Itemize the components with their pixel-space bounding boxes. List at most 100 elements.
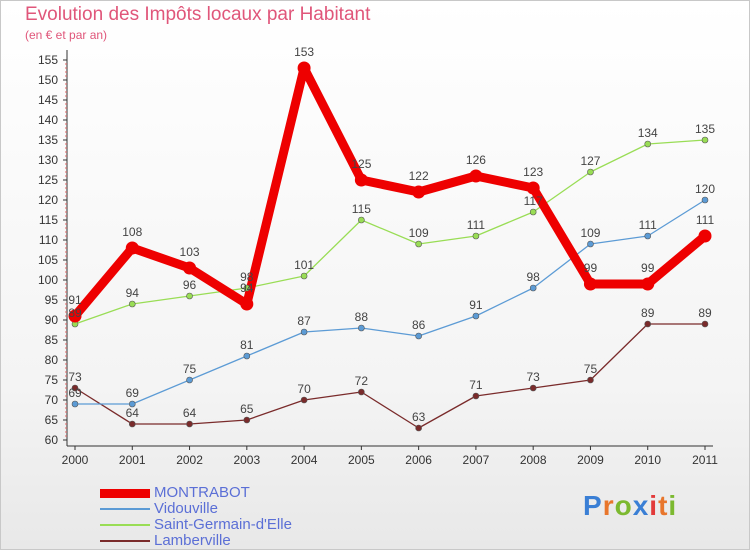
y-tick-label: 110	[39, 233, 58, 247]
legend-swatch	[100, 540, 150, 542]
legend-label: Saint-Germain-d'Elle	[154, 516, 292, 533]
x-tick-label: 2000	[62, 453, 89, 467]
data-label-montrabot: 123	[523, 165, 543, 179]
data-point-lamberville	[71, 384, 79, 392]
y-tick-label: 75	[45, 373, 59, 387]
data-label-lamberville: 70	[297, 382, 311, 396]
data-point-montrabot	[297, 61, 311, 75]
y-tick-label: 145	[38, 93, 58, 107]
logo-letter: P	[583, 490, 603, 521]
series-line-lamberville	[74, 323, 706, 429]
legend-label: MONTRABOT	[154, 484, 250, 501]
data-point-montrabot	[412, 185, 426, 199]
x-tick-label: 2010	[634, 453, 661, 467]
logo-letter: i	[668, 490, 678, 521]
data-label-saint-germain-d-elle: 109	[409, 226, 429, 240]
data-label-lamberville: 73	[527, 370, 541, 384]
y-tick-label: 115	[39, 213, 58, 227]
data-point-montrabot	[183, 261, 197, 275]
legend-item-lamberville: Lamberville	[100, 533, 292, 549]
data-point-saint-germain-d-elle	[529, 208, 537, 216]
y-tick-label: 150	[38, 73, 58, 87]
y-tick-label: 60	[45, 433, 59, 447]
legend: MONTRABOT Vidouville Saint-Germain-d'Ell…	[100, 485, 292, 549]
data-point-saint-germain-d-elle	[243, 284, 251, 292]
data-label-saint-germain-d-elle: 127	[580, 154, 600, 168]
legend-swatch	[100, 524, 150, 526]
data-label-saint-germain-d-elle: 111	[467, 218, 486, 232]
data-point-lamberville	[186, 420, 193, 428]
x-tick-label: 2011	[692, 453, 718, 467]
data-point-vidouville	[472, 312, 480, 320]
data-label-montrabot: 111	[696, 213, 715, 227]
y-tick-label: 140	[38, 113, 58, 127]
y-tick-label: 100	[38, 273, 58, 287]
data-label-montrabot: 94	[240, 281, 254, 295]
data-label-lamberville: 71	[469, 378, 483, 392]
data-label-saint-germain-d-elle: 96	[183, 278, 197, 292]
data-label-vidouville: 91	[469, 298, 483, 312]
data-label-saint-germain-d-elle: 98	[240, 270, 254, 284]
proxiti-logo: Proxiti	[583, 490, 677, 522]
data-point-lamberville	[358, 388, 365, 396]
data-point-montrabot	[469, 169, 483, 183]
data-point-montrabot	[583, 277, 597, 291]
data-label-saint-germain-d-elle: 134	[638, 126, 658, 140]
data-label-lamberville: 64	[183, 406, 197, 420]
data-point-vidouville	[587, 240, 594, 248]
legend-item-montrabot: MONTRABOT	[100, 485, 292, 501]
legend-swatch	[100, 508, 150, 510]
data-label-lamberville: 89	[698, 306, 712, 320]
x-tick-label: 2005	[348, 453, 375, 467]
data-label-vidouville: 75	[183, 362, 197, 376]
data-point-vidouville	[644, 232, 652, 240]
data-point-montrabot	[641, 277, 655, 291]
data-point-saint-germain-d-elle	[415, 240, 422, 248]
y-tick-label: 155	[38, 53, 58, 67]
data-point-saint-germain-d-elle	[358, 216, 365, 224]
data-label-saint-germain-d-elle: 94	[126, 286, 140, 300]
data-label-vidouville: 88	[355, 310, 369, 324]
data-label-lamberville: 89	[641, 306, 655, 320]
data-label-montrabot: 125	[351, 157, 371, 171]
data-point-montrabot	[526, 181, 540, 195]
legend-item-vidouville: Vidouville	[100, 501, 292, 517]
data-label-vidouville: 109	[580, 226, 600, 240]
data-point-vidouville	[415, 332, 422, 340]
x-tick-label: 2008	[520, 453, 547, 467]
chart-subtitle: (en € et par an)	[25, 28, 108, 42]
x-tick-label: 2001	[119, 453, 146, 467]
data-point-saint-germain-d-elle	[186, 292, 193, 300]
logo-letter: o	[614, 490, 633, 521]
x-tick-label: 2006	[405, 453, 432, 467]
data-label-saint-germain-d-elle: 115	[352, 202, 371, 216]
data-point-lamberville	[701, 320, 709, 328]
data-point-vidouville	[243, 352, 251, 360]
data-point-montrabot	[240, 297, 254, 311]
chart-title: Evolution des Impôts locaux par Habitant	[25, 4, 371, 25]
data-label-vidouville: 69	[68, 386, 82, 400]
data-point-lamberville	[644, 320, 652, 328]
data-point-lamberville	[529, 384, 537, 392]
data-point-montrabot	[125, 241, 139, 255]
data-point-saint-germain-d-elle	[587, 168, 594, 176]
data-label-lamberville: 72	[355, 374, 369, 388]
data-label-montrabot: 99	[641, 261, 655, 275]
data-label-montrabot: 103	[180, 245, 200, 259]
x-tick-label: 2009	[577, 453, 604, 467]
data-point-lamberville	[128, 420, 136, 428]
data-label-montrabot: 126	[466, 153, 486, 167]
y-tick-label: 105	[38, 253, 58, 267]
data-point-vidouville	[358, 324, 365, 332]
data-label-vidouville: 111	[639, 218, 658, 232]
y-tick-label: 80	[45, 353, 59, 367]
y-tick-label: 65	[45, 413, 59, 427]
data-point-lamberville	[587, 376, 594, 384]
series-line-saint-germain-d-elle	[74, 139, 706, 325]
data-point-montrabot	[354, 173, 368, 187]
y-tick-label: 130	[38, 153, 58, 167]
data-point-montrabot	[68, 309, 82, 323]
data-point-saint-germain-d-elle	[300, 272, 308, 280]
y-tick-label: 135	[38, 133, 58, 147]
data-label-montrabot: 91	[68, 293, 82, 307]
